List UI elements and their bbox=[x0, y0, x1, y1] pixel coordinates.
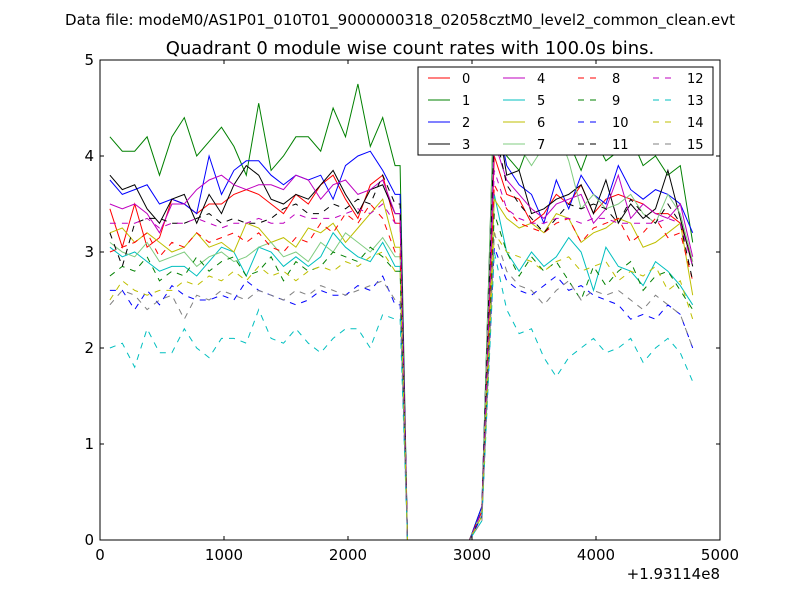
series-line-13 bbox=[109, 251, 694, 540]
legend-box bbox=[417, 66, 714, 156]
legend-label-5: 5 bbox=[537, 94, 545, 109]
legend-label-7: 7 bbox=[537, 138, 545, 153]
series-line-14 bbox=[109, 231, 694, 540]
series-line-11 bbox=[109, 127, 694, 540]
legend-label-1: 1 bbox=[462, 94, 470, 109]
y-tick-label: 2 bbox=[84, 339, 94, 357]
legend-label-12: 12 bbox=[687, 72, 704, 87]
series-line-9 bbox=[109, 213, 694, 540]
x-tick-label: 4000 bbox=[577, 546, 615, 564]
x-axis-offset-label: +1.93114e8 bbox=[627, 565, 720, 583]
x-tick-label: 5000 bbox=[701, 546, 739, 564]
series-line-4 bbox=[109, 141, 694, 540]
y-tick-label: 3 bbox=[84, 243, 94, 261]
series-line-15 bbox=[109, 232, 694, 540]
series-layer bbox=[109, 83, 694, 540]
x-tick-label: 1000 bbox=[205, 546, 243, 564]
legend-label-0: 0 bbox=[462, 72, 470, 87]
y-tick-label: 5 bbox=[84, 51, 94, 69]
legend-label-13: 13 bbox=[687, 94, 704, 109]
legend-label-3: 3 bbox=[462, 138, 470, 153]
x-axis: 0 1000 2000 3000 4000 5000 bbox=[95, 60, 739, 564]
chart-suptitle: Data file: modeM0/AS1P01_010T01_90000003… bbox=[65, 11, 735, 30]
legend-label-4: 4 bbox=[537, 72, 545, 87]
plot-area-frame bbox=[99, 59, 721, 541]
y-tick-label: 1 bbox=[84, 435, 94, 453]
legend-label-6: 6 bbox=[537, 116, 545, 131]
legend-label-10: 10 bbox=[612, 116, 629, 131]
x-tick-label: 3000 bbox=[453, 546, 491, 564]
y-tick-label: 4 bbox=[84, 147, 94, 165]
legend-label-15: 15 bbox=[687, 138, 704, 153]
legend-label-14: 14 bbox=[687, 116, 704, 131]
legend-label-11: 11 bbox=[612, 138, 629, 153]
legend-label-8: 8 bbox=[612, 72, 620, 87]
x-tick-label: 2000 bbox=[329, 546, 367, 564]
x-tick-label: 0 bbox=[95, 546, 105, 564]
series-line-8 bbox=[109, 182, 694, 540]
y-tick-label: 0 bbox=[84, 531, 94, 549]
legend-label-2: 2 bbox=[462, 116, 470, 131]
chart-title: Quadrant 0 module wise count rates with … bbox=[166, 38, 655, 59]
legend-label-9: 9 bbox=[612, 94, 620, 109]
series-line-6 bbox=[109, 197, 694, 540]
